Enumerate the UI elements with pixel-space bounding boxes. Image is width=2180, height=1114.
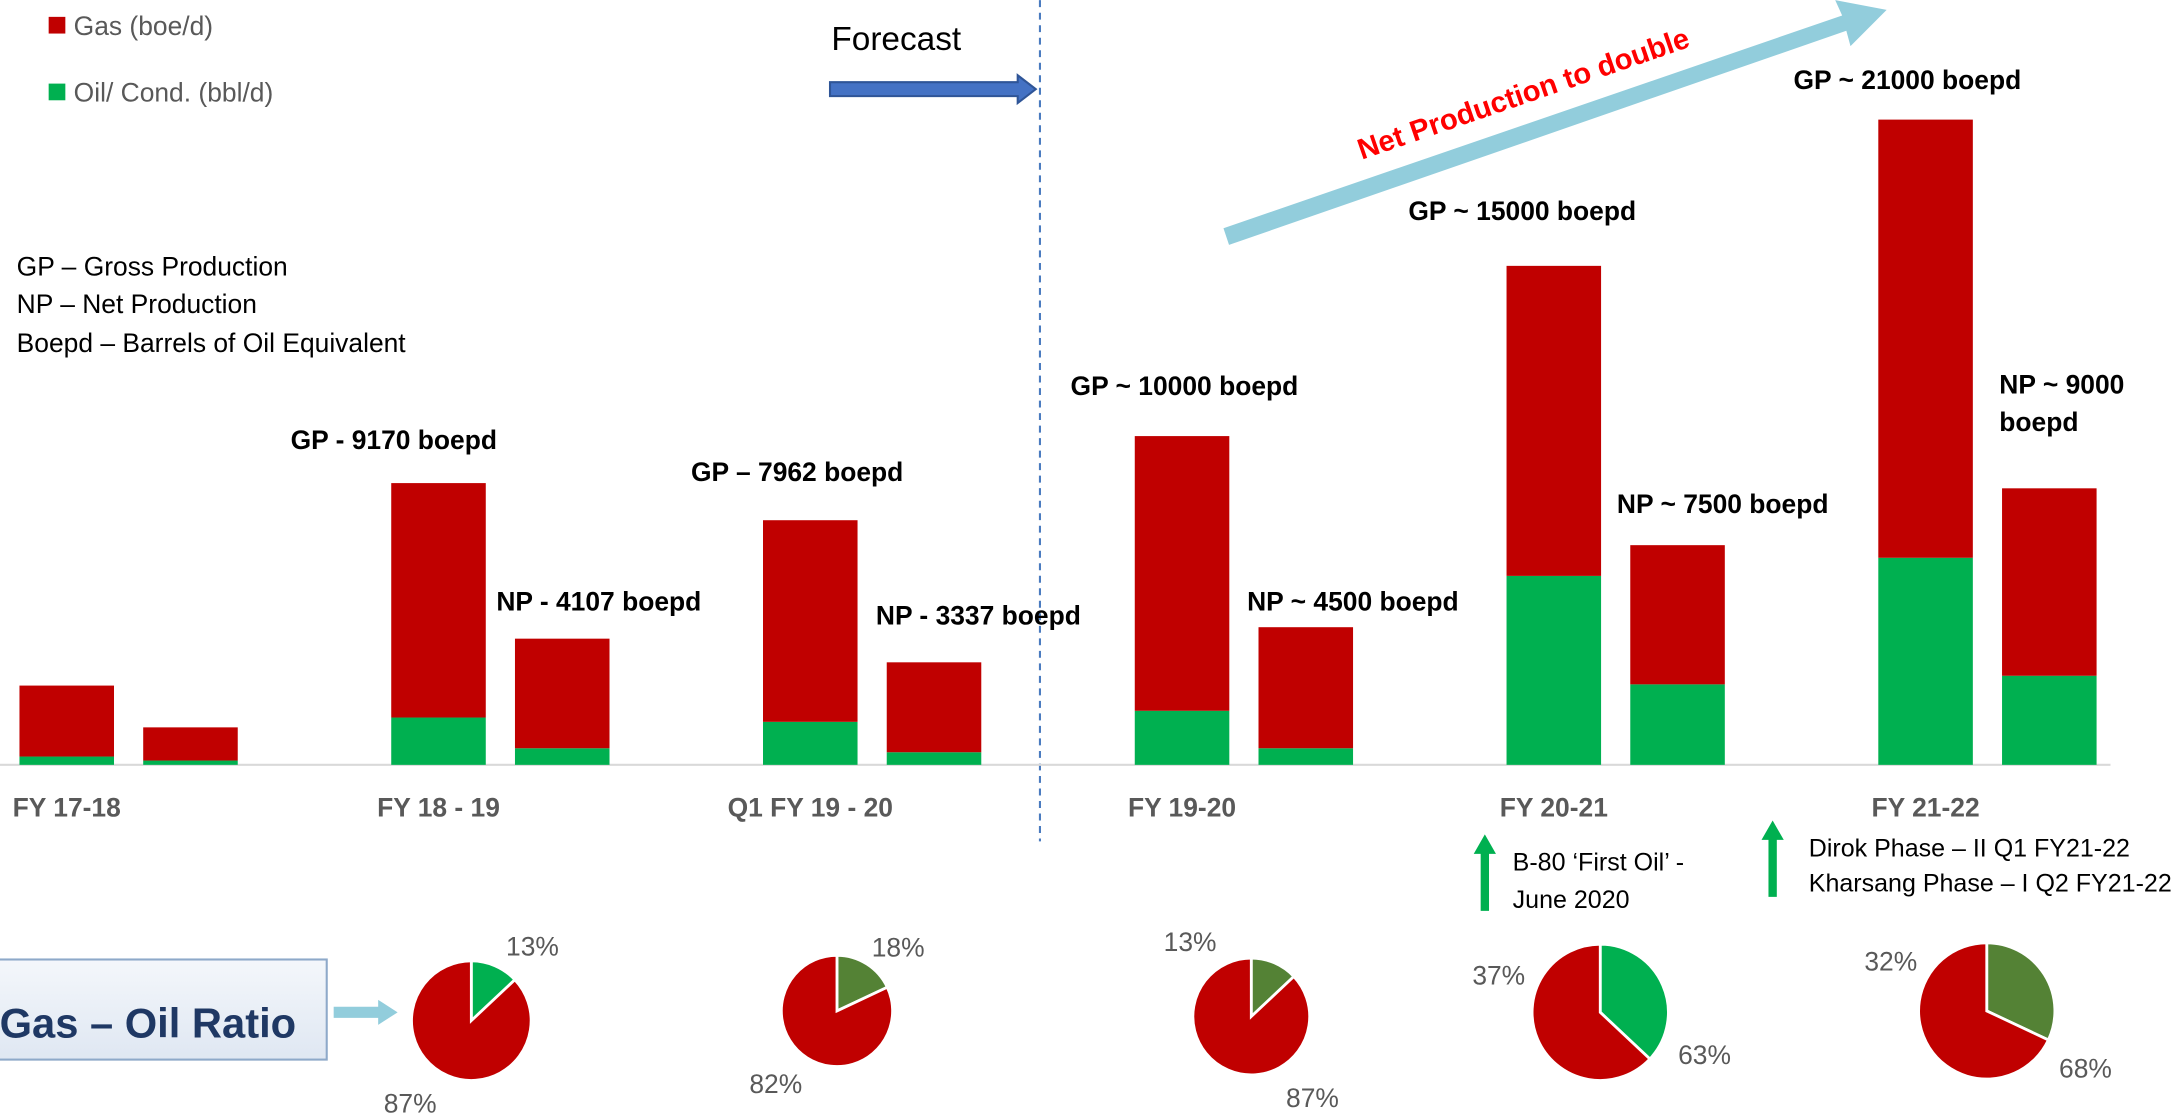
pie-slice xyxy=(1191,956,1312,1077)
milestone-label: B-80 ‘First Oil’ - June 2020 xyxy=(1512,848,1685,914)
x-tick-label: FY 19-20 xyxy=(1128,792,1236,822)
pie-slice xyxy=(1917,941,2051,1081)
bar-segment xyxy=(1134,710,1230,765)
bar-label-box: NP ~ 9000 boepd xyxy=(1999,371,2125,439)
bar-segment xyxy=(1630,684,1725,765)
bar-segment xyxy=(1258,748,1354,765)
pie-label: 87% xyxy=(384,1088,437,1114)
legend-label: Oil/ Cond. (bbl/d) xyxy=(74,78,274,108)
milestone-label: Kharsang Phase – I Q2 FY21-22 xyxy=(1809,869,2172,897)
pie-label: 87% xyxy=(1286,1083,1339,1113)
bar-label: GP ~ 15000 boepd xyxy=(1408,196,1636,226)
pie-label: 32% xyxy=(1864,947,1917,977)
pie-label: 18% xyxy=(872,933,925,963)
bar-segment xyxy=(143,727,238,761)
bar-segment xyxy=(2002,488,2097,676)
bar-label: GP ~ 10000 boepd xyxy=(1071,371,1299,401)
milestone-arrow xyxy=(1761,820,1784,897)
pie-slice xyxy=(1598,942,1670,1061)
x-tick-label: FY 20-21 xyxy=(1500,792,1608,822)
bar-segment xyxy=(886,752,982,765)
trend-arrow xyxy=(1223,0,1887,245)
bar-segment xyxy=(1630,545,1725,685)
forecast-arrow xyxy=(828,73,1038,106)
bar-segment xyxy=(886,662,982,753)
bar-segment xyxy=(1258,627,1354,749)
ratio-title: Gas – Oil Ratio xyxy=(0,999,296,1046)
bar-segment xyxy=(19,756,115,765)
glossary-line: GP – Gross Production xyxy=(17,251,288,281)
pie-slice xyxy=(779,953,894,1068)
milestone-arrow xyxy=(1473,834,1496,911)
bar-label: NP ~ 4500 boepd xyxy=(1247,587,1459,617)
bar-segment xyxy=(2002,675,2097,765)
legend-swatch xyxy=(48,83,66,101)
glossary-line: NP – Net Production xyxy=(17,289,257,319)
ratio-box xyxy=(0,958,328,1061)
pie-label: 37% xyxy=(1472,961,1525,991)
bar-segment xyxy=(514,638,610,749)
bar-label: GP – 7962 boepd xyxy=(691,457,903,487)
x-tick-label: FY 21-22 xyxy=(1872,792,1980,822)
pie-slice xyxy=(1530,942,1652,1082)
bar-label: GP - 9170 boepd xyxy=(291,425,497,455)
milestone-box: B-80 ‘First Oil’ - June 2020 xyxy=(1512,848,1685,914)
bar-label: NP - 3337 boepd xyxy=(876,600,1081,630)
forecast-label: Forecast xyxy=(831,21,962,58)
pie-label: 82% xyxy=(749,1069,802,1099)
legend-swatch xyxy=(48,16,66,34)
x-tick-label: Q1 FY 19 - 20 xyxy=(728,792,893,822)
bar-segment xyxy=(763,721,858,765)
pie-label: 68% xyxy=(2059,1054,2112,1084)
pie-label: 13% xyxy=(506,931,559,961)
ratio-arrow xyxy=(333,999,398,1025)
bar-label: NP ~ 9000 boepd xyxy=(1999,371,2125,439)
bar-segment xyxy=(1506,265,1602,576)
bar-label: NP ~ 7500 boepd xyxy=(1617,489,1829,519)
bar-segment xyxy=(143,760,238,765)
bar-segment xyxy=(1134,436,1230,711)
pie-label: 63% xyxy=(1678,1040,1731,1070)
pie-slice xyxy=(1985,941,2057,1042)
pie-slice xyxy=(410,959,533,1082)
bar-segment xyxy=(514,748,610,765)
pie-slice xyxy=(835,953,890,1014)
bar-segment xyxy=(19,685,115,757)
pie-label: 13% xyxy=(1164,927,1217,957)
bar-segment xyxy=(1878,119,1973,558)
x-tick-label: FY 17-18 xyxy=(13,792,121,822)
x-tick-label: FY 18 - 19 xyxy=(377,792,500,822)
bar-segment xyxy=(1878,557,1973,765)
bar-segment xyxy=(1506,575,1602,765)
milestone-label: Dirok Phase – II Q1 FY21-22 xyxy=(1809,835,2130,863)
bar-label: GP ~ 21000 boepd xyxy=(1793,65,2021,95)
bar-segment xyxy=(763,520,858,722)
bar-segment xyxy=(391,483,486,718)
bar-label: NP - 4107 boepd xyxy=(496,587,701,617)
legend-label: Gas (boe/d) xyxy=(74,11,213,41)
glossary-line: Boepd – Barrels of Oil Equivalent xyxy=(17,328,407,358)
bar-segment xyxy=(391,717,486,765)
